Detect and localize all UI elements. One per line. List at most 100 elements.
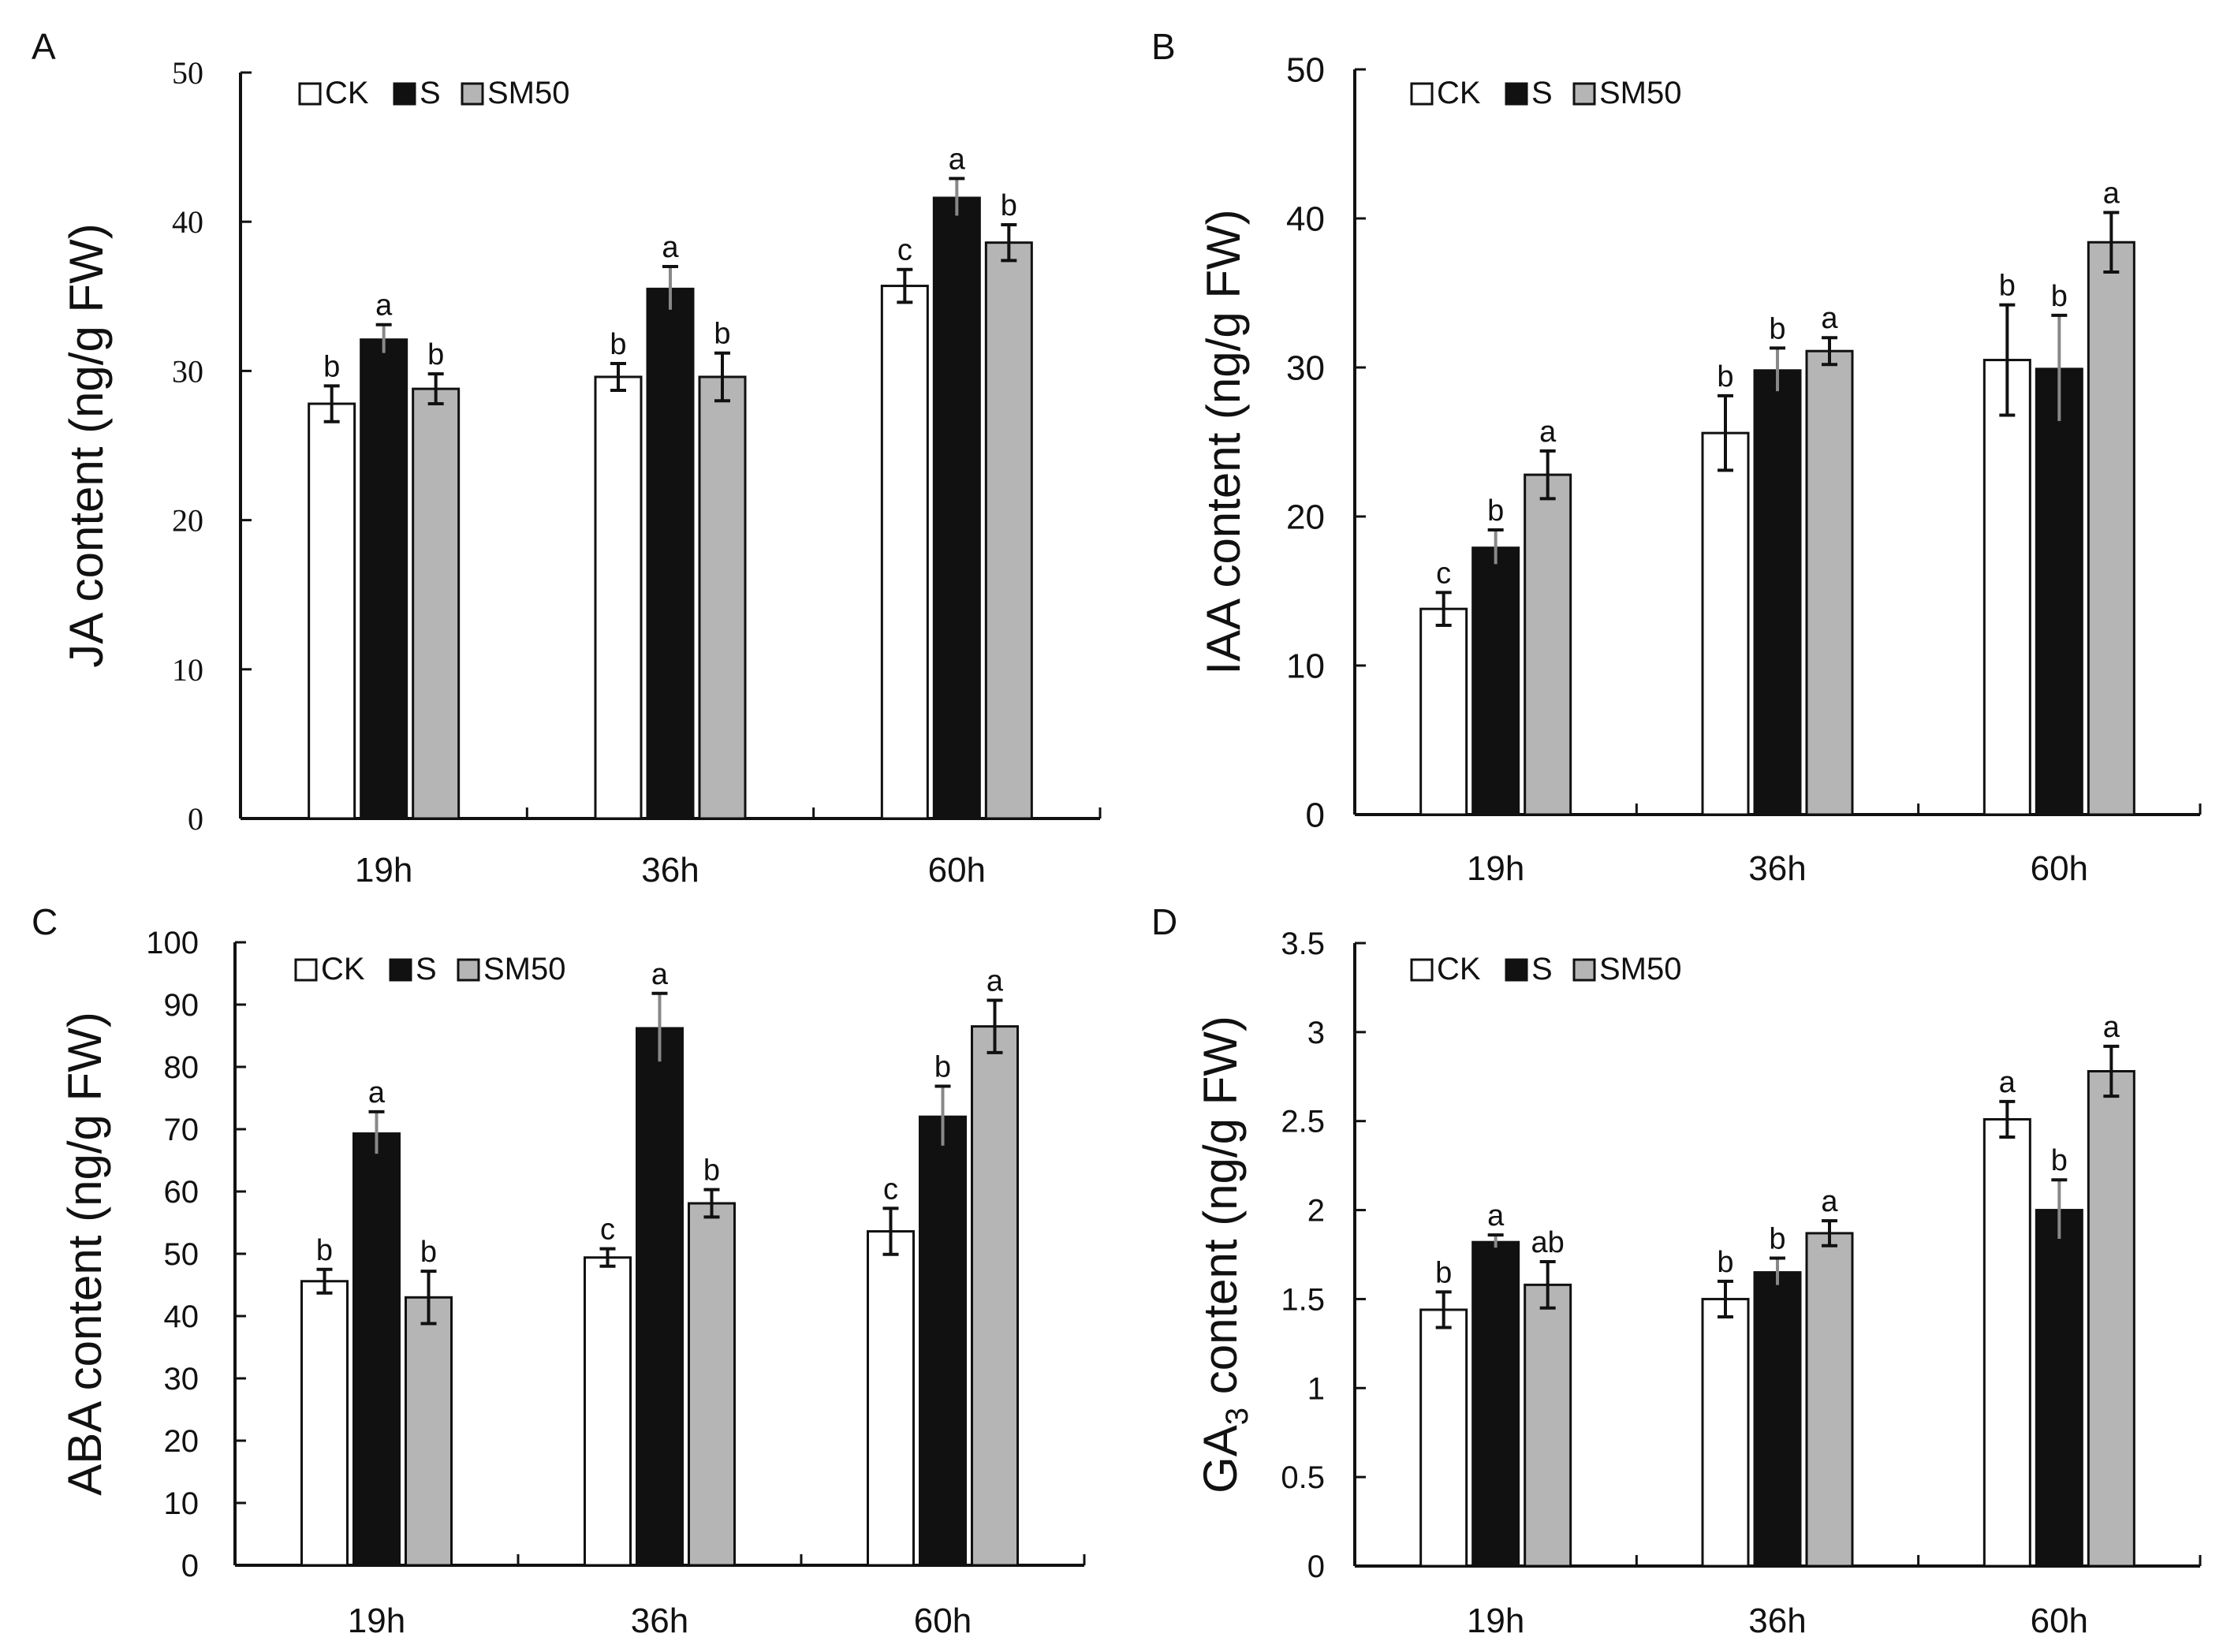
bar-s [1753, 369, 1802, 816]
significance-letter: b [2051, 1144, 2068, 1177]
y-axis-title-main: JA content (ng/g FW) [60, 223, 113, 668]
error-bar [1435, 1290, 1452, 1329]
error-bar [1999, 303, 2016, 417]
significance-letter: b [703, 1154, 720, 1188]
x-tick-label: 36h [1748, 849, 1806, 888]
error-bar [1487, 528, 1504, 568]
bar-s [2035, 367, 2083, 816]
legend-swatch-s [1505, 82, 1528, 106]
error-bar [420, 1270, 437, 1326]
error-bar [427, 372, 444, 406]
legend-label-ck: CK [1437, 952, 1481, 986]
y-tick-label: 2 [1307, 1194, 1325, 1229]
error-bar [1001, 222, 1017, 263]
legend-swatch-sm50 [1572, 82, 1596, 106]
y-tick-label: 3.5 [1281, 927, 1325, 961]
significance-letter: a [1821, 302, 1838, 335]
y-tick-label: 3 [1307, 1016, 1325, 1050]
bar-sm50 [1524, 473, 1572, 816]
legend-swatch-ck [294, 958, 318, 982]
significance-letter: c [897, 234, 912, 267]
legend-label-sm50: SM50 [487, 76, 570, 110]
significance-letter: b [1487, 494, 1504, 528]
panel-label: D [1151, 901, 1177, 942]
panel-label: B [1151, 26, 1176, 67]
significance-letter: b [1999, 270, 2016, 303]
y-tick-label: 1.5 [1281, 1282, 1325, 1317]
legend-label-s: S [416, 952, 437, 986]
y-axis-title-subscript: 3 [1220, 1408, 1255, 1425]
x-tick-label: 60h [914, 1602, 972, 1640]
error-bar [599, 1247, 616, 1268]
y-tick-label: 40 [172, 204, 203, 240]
significance-letter: a [949, 143, 966, 176]
legend-label-ck: CK [1437, 76, 1481, 110]
legend-swatch-ck [1410, 82, 1434, 106]
error-bar [2051, 313, 2068, 424]
legend-label-ck: CK [325, 76, 369, 110]
y-axis-title-main: IAA content (ng/g FW) [1197, 209, 1250, 674]
error-bar [323, 384, 340, 423]
significance-letter: b [1717, 360, 1733, 393]
legend-label-ck: CK [321, 952, 365, 986]
bar-sm50 [698, 375, 747, 820]
bar-sm50 [405, 1296, 453, 1567]
bar-s [1471, 546, 1520, 816]
y-axis-title-main: GA [1194, 1425, 1247, 1494]
legend-swatch-ck [1410, 958, 1434, 982]
significance-letter: b [1769, 1223, 1785, 1256]
y-tick-label: 20 [172, 503, 203, 539]
error-bar [368, 1109, 385, 1158]
significance-letter: a [1821, 1185, 1838, 1218]
significance-letter: b [420, 1236, 437, 1269]
bar-s [919, 1115, 967, 1567]
y-tick-label: 0.5 [1281, 1460, 1325, 1495]
y-tick-label: 50 [172, 55, 203, 91]
chart-panel-a: A 0 10 20 30 40 50 19h 36h 60h JA content (ng/g FW… [32, 26, 1102, 889]
x-tick-label: 60h [928, 851, 986, 889]
legend-swatch-s [1505, 958, 1528, 982]
y-tick-label: 2.5 [1281, 1105, 1325, 1139]
y-tick-label: 0 [1307, 1549, 1325, 1584]
significance-letter: b [934, 1050, 951, 1083]
significance-letter: b [427, 338, 444, 371]
significance-letter: b [1435, 1256, 1452, 1289]
legend-label-sm50: SM50 [1599, 76, 1682, 110]
significance-letter: a [368, 1076, 386, 1109]
y-tick-label: 30 [1286, 349, 1325, 387]
error-bar [703, 1188, 720, 1219]
y-tick-label: 50 [164, 1237, 200, 1272]
y-tick-label: 70 [164, 1113, 200, 1147]
bar-sm50 [1524, 1283, 1572, 1568]
bar-sm50 [412, 387, 461, 820]
error-bar [651, 991, 668, 1065]
significance-letter: b [316, 1234, 333, 1267]
legend-label-sm50: SM50 [483, 952, 566, 986]
x-tick-label: 19h [355, 851, 412, 889]
y-tick-label: 80 [164, 1050, 200, 1085]
bar-sm50 [971, 1025, 1019, 1567]
bar-s [352, 1132, 401, 1567]
significance-letter: a [1539, 416, 1557, 449]
y-tick-label: 0 [188, 801, 203, 837]
bar-ck [594, 375, 643, 820]
y-axis-title: IAA content (ng/g FW) [1197, 209, 1250, 674]
x-tick-label: 36h [1748, 1602, 1806, 1640]
significance-letter: ab [1531, 1226, 1565, 1259]
error-bar [1539, 1260, 1556, 1310]
x-tick-label: 36h [641, 851, 699, 889]
bar-s [646, 287, 695, 820]
error-bar [882, 1206, 899, 1256]
legend-label-s: S [1531, 952, 1553, 986]
x-tick-label: 19h [1467, 849, 1524, 888]
error-bar [2103, 1044, 2120, 1098]
chart-panel-b: B 0 10 20 30 40 50 19h 36h 60h IAA content (ng/g F… [1151, 26, 2202, 888]
x-tick-label: 19h [348, 1602, 405, 1640]
bar-s [1471, 1240, 1520, 1568]
bar-s [360, 338, 408, 820]
error-bar [1718, 393, 1733, 472]
error-bar [987, 998, 1003, 1054]
significance-letter: b [323, 350, 340, 383]
x-tick-label: 36h [631, 1602, 688, 1640]
